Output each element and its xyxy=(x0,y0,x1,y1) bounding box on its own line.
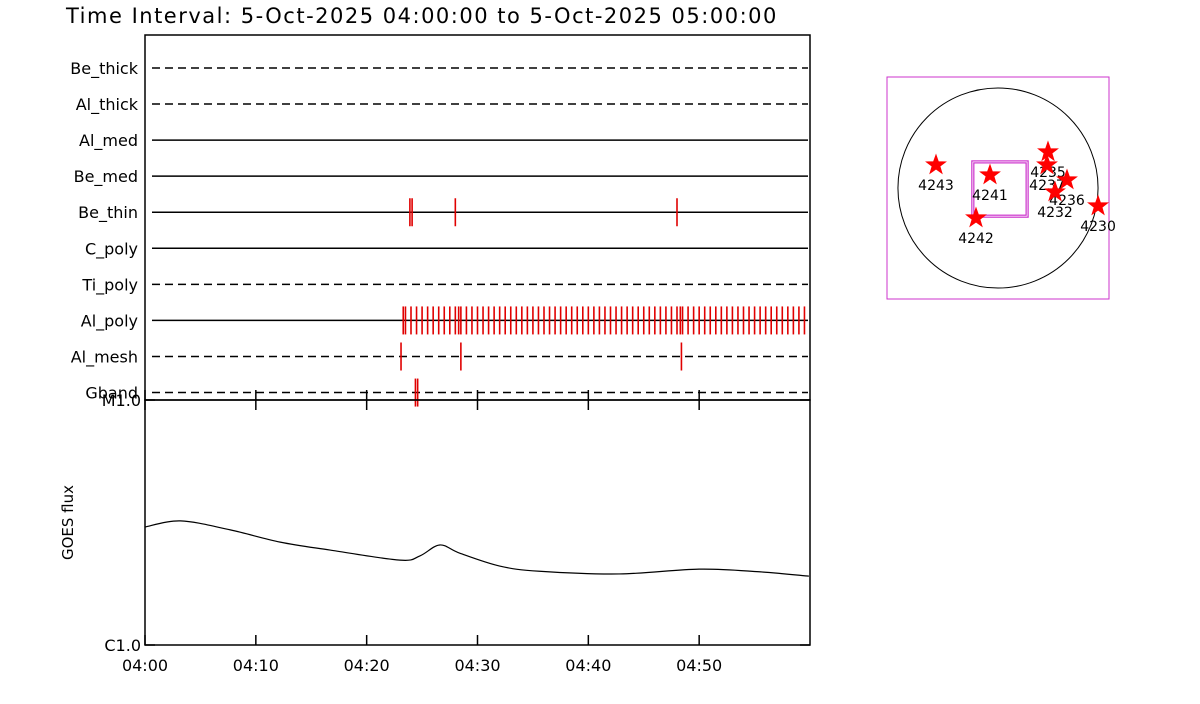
active-region-star xyxy=(925,153,947,175)
x-tick-label: 04:00 xyxy=(122,656,168,675)
active-region-label: 4243 xyxy=(918,178,954,194)
active-region-star xyxy=(1044,180,1066,202)
fov-box xyxy=(971,160,1029,218)
active-region-label: 4242 xyxy=(958,231,994,247)
x-tick-label: 04:10 xyxy=(233,656,279,675)
active-region-star xyxy=(1036,153,1058,175)
y-tick-label: C1.0 xyxy=(104,636,141,655)
filter-label: C_poly xyxy=(85,239,138,259)
filter-label: Gband xyxy=(85,384,138,403)
plot-frame xyxy=(144,34,811,401)
x-tick-label: 04:50 xyxy=(676,656,722,675)
map-frame xyxy=(886,76,1110,300)
title: Time Interval: 5-Oct-2025 04:00:00 to 5-… xyxy=(65,4,778,28)
active-region-star xyxy=(1056,168,1078,190)
fov-box xyxy=(973,162,1027,216)
solar-disk xyxy=(897,87,1099,289)
x-tick-label: 04:30 xyxy=(454,656,500,675)
filter-label: Be_med xyxy=(74,167,138,187)
plot-frame xyxy=(144,399,811,646)
active-region-star xyxy=(1037,140,1059,162)
filter-label: Al_thick xyxy=(76,95,139,115)
active-region-label: 4232 xyxy=(1037,205,1073,221)
goes-curve xyxy=(144,520,809,577)
active-region-label: 4241 xyxy=(972,188,1008,204)
filter-label: Al_med xyxy=(79,131,138,151)
filter-label: Ti_poly xyxy=(81,275,138,295)
filter-label: Be_thin xyxy=(78,203,138,223)
filter-label: Al_mesh xyxy=(71,347,138,367)
active-region-star xyxy=(965,206,987,228)
filter-label: Be_thick xyxy=(70,59,138,79)
y-tick-label: M1.0 xyxy=(102,391,141,410)
y-axis-label: GOES flux xyxy=(59,485,77,560)
active-region-label: 4230 xyxy=(1080,219,1116,235)
x-tick-label: 04:20 xyxy=(344,656,390,675)
filter-label: Al_poly xyxy=(81,311,138,331)
x-tick-label: 04:40 xyxy=(565,656,611,675)
active-region-star xyxy=(979,163,1001,185)
active-region-star xyxy=(1087,194,1110,216)
